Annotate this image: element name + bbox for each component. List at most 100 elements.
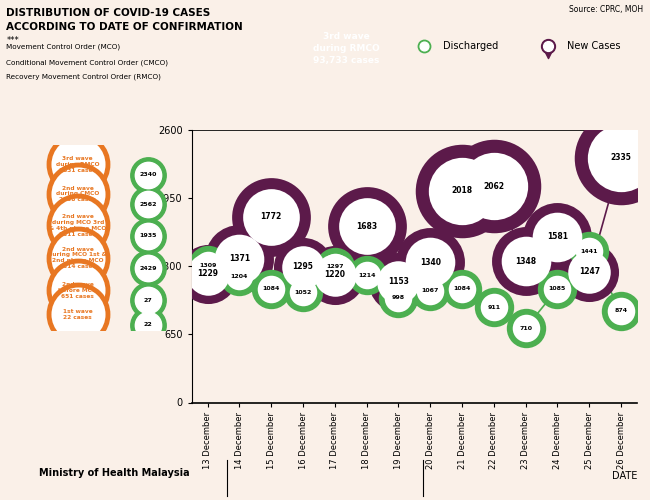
Point [419,42,430,50]
Text: 2nd wave
during MCO 3rd
& 4th phase MCO
1311 cases: 2nd wave during MCO 3rd & 4th phase MCO … [49,214,107,236]
Point [584,271,595,279]
Point [543,42,554,50]
Point [457,187,467,195]
Point [489,188,499,196]
Text: 1935: 1935 [140,233,157,238]
Point [143,232,153,239]
Point [234,255,244,263]
Point [361,272,372,280]
Text: 2nd wave
during MCO 1st &
2nd phase MCO
4314 cases: 2nd wave during MCO 1st & 2nd phase MCO … [49,246,107,269]
Text: 1247: 1247 [578,268,600,276]
Point [266,285,276,293]
Text: 3rd wave
during RMCO
1831 cases: 3rd wave during RMCO 1831 cases [56,156,99,172]
Point [457,192,467,200]
Y-axis label: NO. OF CASE: NO. OF CASE [142,235,153,298]
Point [330,270,340,278]
Point [616,307,627,315]
Text: DISTRIBUTION OF COVID-19 CASES: DISTRIBUTION OF COVID-19 CASES [6,8,211,18]
Text: 2429: 2429 [140,266,157,270]
Text: 2062: 2062 [484,182,504,191]
Text: 710: 710 [519,326,532,330]
Text: Movement Control Order (MCO): Movement Control Order (MCO) [6,44,121,51]
Point [266,213,276,221]
Point [457,187,467,195]
Text: 1220: 1220 [324,270,345,279]
Point [202,262,213,270]
Point [234,272,244,280]
Text: 2nd wave
during CMCO
2038 cases: 2nd wave during CMCO 2038 cases [56,186,99,202]
X-axis label: DATE: DATE [612,472,637,482]
Text: 1371: 1371 [229,254,250,264]
Point [143,264,153,272]
Point [266,285,276,293]
Point [457,285,467,293]
Point [419,42,430,50]
Point [143,200,153,208]
Text: 1309: 1309 [199,263,216,268]
Point [552,233,563,241]
Point [393,278,404,285]
Text: 2335: 2335 [610,154,632,162]
Point [521,324,531,332]
Point [298,263,308,271]
Point [361,272,372,280]
Point [521,257,531,265]
Text: 1340: 1340 [420,258,441,266]
Text: 1295: 1295 [292,262,313,272]
Text: Source: CPRC, MOH: Source: CPRC, MOH [569,5,644,14]
Point [73,286,83,294]
Point [330,274,340,282]
Point [330,270,340,278]
Text: 27: 27 [144,298,153,303]
Text: 1084: 1084 [263,286,280,292]
Text: 1229: 1229 [197,269,218,278]
Point [425,262,436,270]
Text: 1st wave
22 cases: 1st wave 22 cases [63,309,93,320]
Point [552,233,563,241]
Point [616,154,627,162]
Point [202,273,213,281]
Text: ***: *** [6,36,20,45]
Point [543,42,554,50]
Text: 1067: 1067 [422,288,439,293]
Point [393,281,404,289]
Text: 1683: 1683 [356,222,377,230]
Point [266,213,276,221]
Text: 1153: 1153 [388,277,409,286]
Point [584,268,595,276]
Text: 1084: 1084 [454,286,471,292]
Point [73,160,83,168]
Point [298,288,308,296]
Point [143,320,153,328]
Point [543,51,554,59]
Point [266,218,276,226]
Point [552,285,563,293]
Text: 22: 22 [144,322,153,327]
Point [234,259,244,267]
Point [361,226,372,234]
Point [489,303,499,311]
Point [521,257,531,265]
Point [393,294,404,302]
Point [202,270,213,278]
Point [425,258,436,266]
Point [489,182,499,190]
Point [202,262,213,270]
Point [143,296,153,304]
Point [361,222,372,230]
Point [361,222,372,230]
Point [521,324,531,332]
Point [393,294,404,302]
Text: 2018: 2018 [452,186,473,196]
Point [73,222,83,230]
Point [143,232,153,239]
Text: Discharged: Discharged [443,40,499,50]
Point [143,200,153,208]
Point [143,264,153,272]
Point [457,285,467,293]
Text: 1204: 1204 [231,274,248,279]
Text: Ministry of Health Malaysia: Ministry of Health Malaysia [39,468,190,478]
Point [298,266,308,274]
Point [298,288,308,296]
Point [616,307,627,315]
